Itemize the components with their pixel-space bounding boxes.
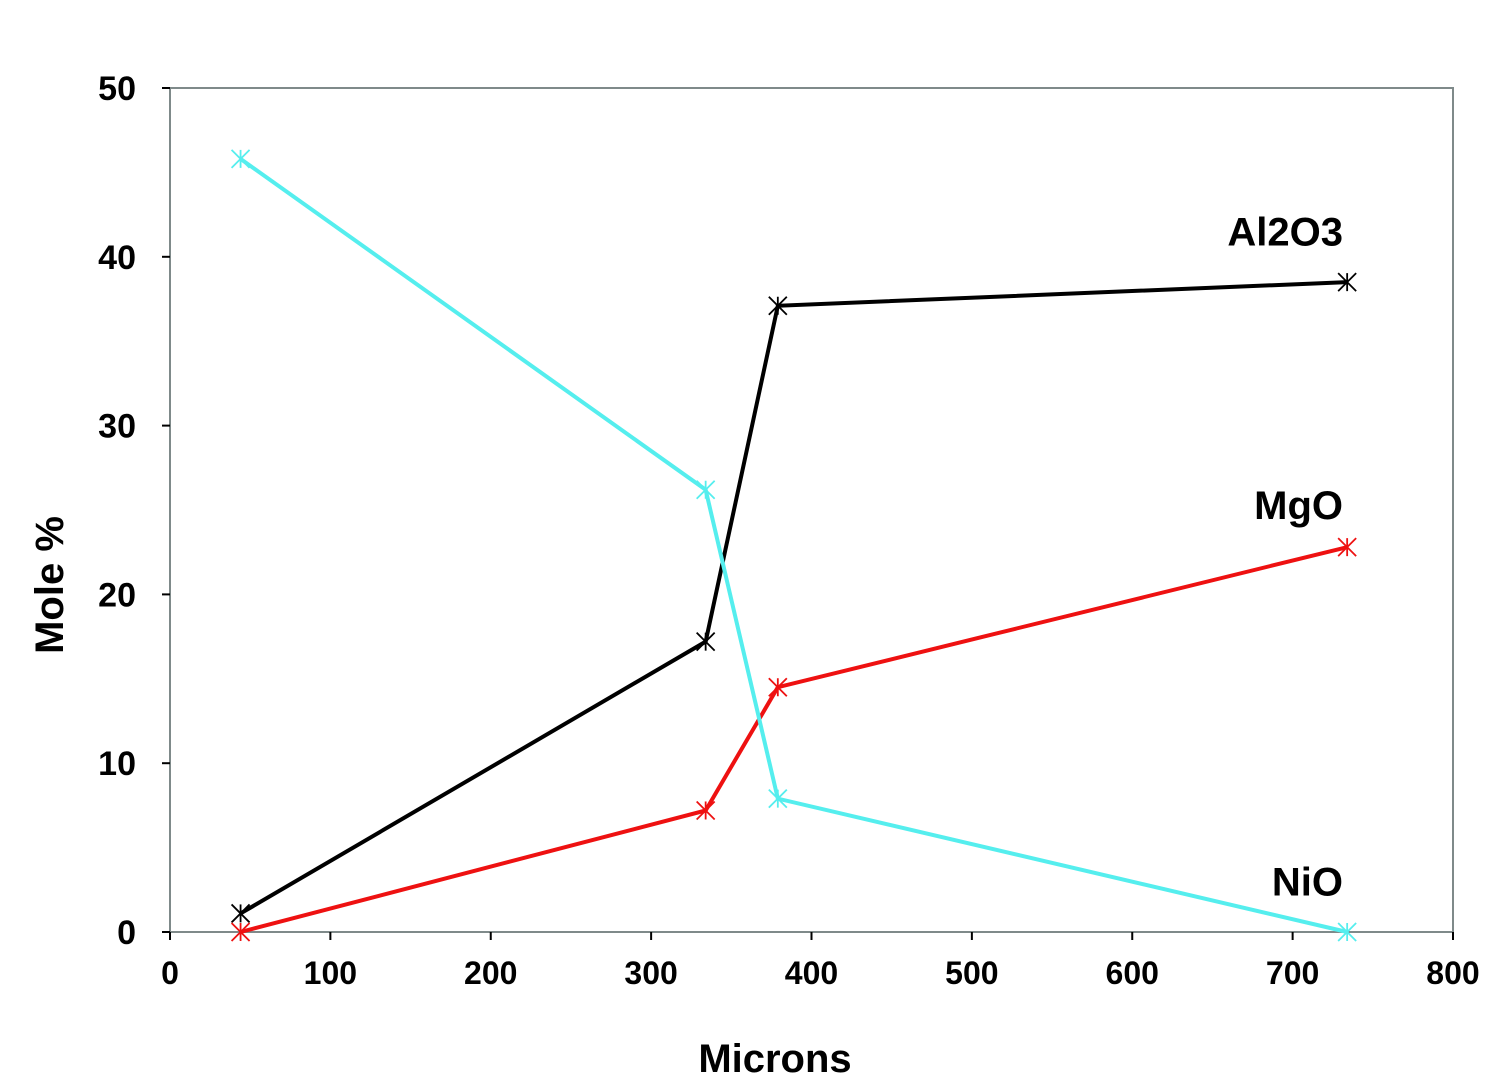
data-point-mgo <box>768 677 788 697</box>
y-axis-label: Mole % <box>28 516 72 654</box>
data-point-nio <box>768 789 788 809</box>
y-tick-label: 50 <box>98 70 136 108</box>
x-tick-label: 600 <box>1106 955 1159 991</box>
x-axis-label: Microns <box>698 1037 851 1081</box>
data-point-mgo <box>1337 537 1357 557</box>
x-tick-label: 200 <box>464 955 517 991</box>
x-tick-label: 800 <box>1426 955 1479 991</box>
x-tick-label: 300 <box>624 955 677 991</box>
x-tick-label: 500 <box>945 955 998 991</box>
y-tick-label: 0 <box>117 914 136 952</box>
y-tick-label: 30 <box>98 408 136 446</box>
data-point-mgo <box>696 800 716 821</box>
data-point-nio <box>1337 922 1357 942</box>
y-tick-label: 10 <box>98 745 136 783</box>
series-label-nio: NiO <box>1272 860 1343 904</box>
series-line-nio <box>239 157 1348 934</box>
series-line-mgo <box>240 545 1348 934</box>
data-point-al2o3 <box>696 632 716 652</box>
data-point-nio <box>230 149 251 169</box>
data-point-nio <box>696 480 716 500</box>
x-tick-label: 0 <box>161 955 179 991</box>
x-tick-label: 700 <box>1266 955 1319 991</box>
series-line-al2o3 <box>239 280 1348 916</box>
data-point-al2o3 <box>230 903 251 924</box>
x-tick-label: 400 <box>785 955 838 991</box>
x-tick-label: 100 <box>304 955 357 991</box>
plot-area <box>169 87 1454 933</box>
series-label-mgo: MgO <box>1254 484 1343 528</box>
y-tick-label: 40 <box>98 239 136 277</box>
series-label-al2o3: Al2O3 <box>1227 210 1343 254</box>
y-tick-label: 20 <box>98 576 136 614</box>
data-point-al2o3 <box>768 296 788 316</box>
data-point-mgo <box>230 922 251 942</box>
data-point-al2o3 <box>1337 272 1357 292</box>
